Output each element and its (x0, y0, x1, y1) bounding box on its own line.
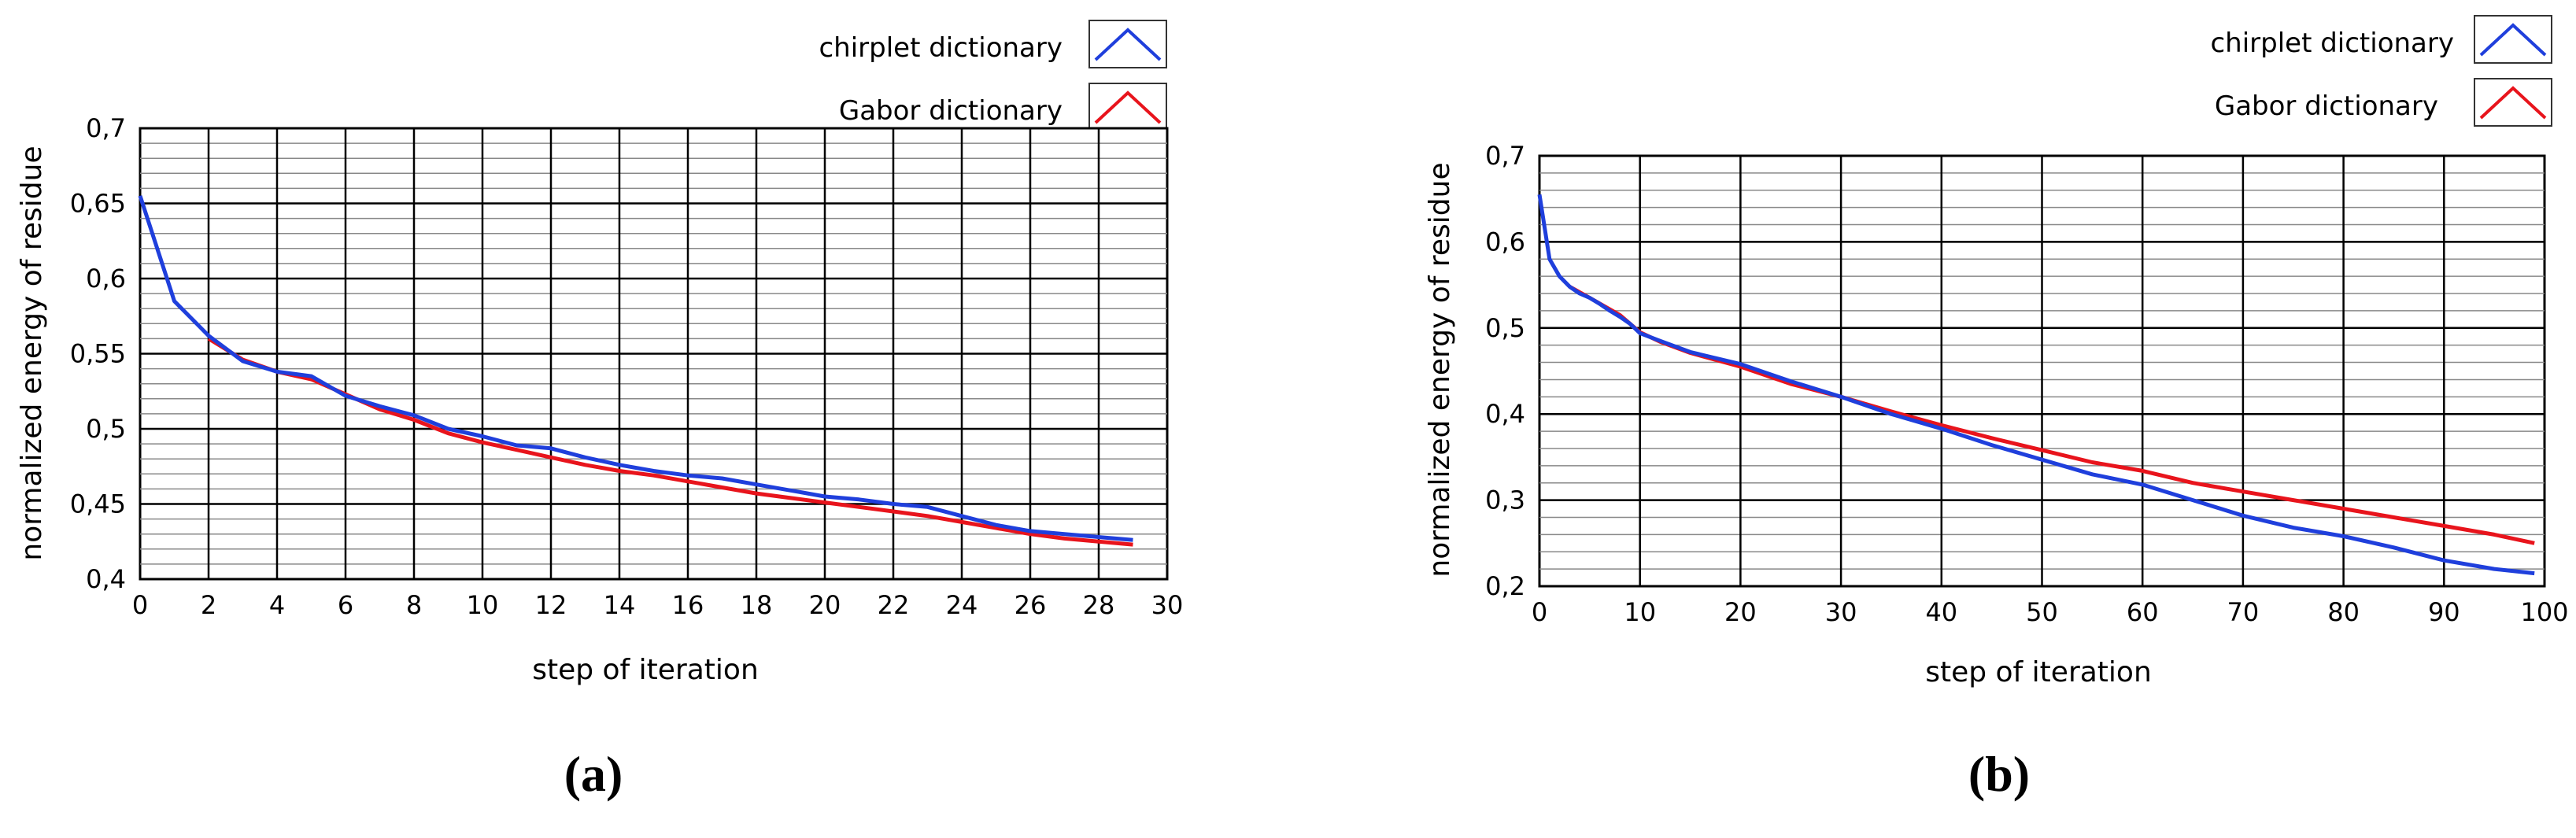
x-tick-labels: 0 10 20 30 40 50 60 70 80 90 100 (1532, 597, 2569, 627)
x-tick-label: 24 (946, 590, 978, 620)
y-tick-label: 0,45 (70, 489, 126, 519)
x-axis-label: step of iteration (1925, 656, 2152, 688)
legend-swatch-gabor (1088, 83, 1167, 131)
x-tick-label: 50 (2026, 597, 2058, 627)
x-tick-label: 22 (878, 590, 910, 620)
y-tick-label: 0,6 (1485, 227, 1525, 257)
y-tick-label: 0,7 (1485, 141, 1525, 171)
legend-label-gabor: Gabor dictionary (2215, 90, 2438, 122)
legend-label-chirplet: chirplet dictionary (819, 32, 1063, 64)
x-tick-label: 90 (2428, 597, 2460, 627)
x-tick-label: 26 (1015, 590, 1047, 620)
series-line-chirplet (1537, 194, 2535, 576)
x-tick-label: 8 (406, 590, 422, 620)
x-tick-label: 20 (809, 590, 841, 620)
legend-entry-gabor: Gabor dictionary (2215, 78, 2552, 127)
x-tick-label: 10 (1624, 597, 1656, 627)
x-tick-label: 12 (535, 590, 567, 620)
y-tick-label: 0,3 (1485, 485, 1525, 515)
y-tick-label: 0,65 (70, 189, 126, 219)
series-group (1537, 194, 2535, 576)
x-tick-label: 16 (672, 590, 704, 620)
x-tick-label: 40 (1925, 597, 1957, 627)
legend-entry-chirplet: chirplet dictionary (819, 20, 1167, 68)
legend: chirplet dictionary Gabor dictionary (2210, 15, 2552, 127)
x-tick-label: 100 (2520, 597, 2568, 627)
panel-label-b: (b) (1968, 746, 2030, 802)
y-tick-label: 0,55 (70, 339, 126, 369)
legend-entry-gabor: Gabor dictionary (839, 83, 1167, 131)
x-tick-label: 80 (2327, 597, 2360, 627)
legend: chirplet dictionary Gabor dictionary (819, 20, 1167, 131)
series-line-chirplet (138, 195, 1133, 542)
x-axis-label: step of iteration (532, 654, 759, 686)
legend-line-gabor (1094, 90, 1162, 124)
chart-panel-b: chirplet dictionary Gabor dictionary 0 10… (1424, 15, 2569, 802)
grid (140, 128, 1167, 579)
y-axis-label: normalized energy of residue (1424, 162, 1456, 577)
legend-label-chirplet: chirplet dictionary (2210, 28, 2454, 59)
x-tick-labels: 0 2 4 6 8 10 12 14 16 18 20 22 24 26 28 30 (132, 590, 1184, 620)
x-tick-label: 20 (1724, 597, 1757, 627)
x-tick-label: 14 (604, 590, 636, 620)
y-axis-label: normalized energy of residue (16, 146, 48, 560)
x-tick-label: 60 (2127, 597, 2159, 627)
grid (1539, 156, 2545, 586)
x-tick-label: 0 (1532, 597, 1547, 627)
y-tick-label: 0,2 (1485, 571, 1525, 601)
y-tick-label: 0,4 (86, 564, 126, 594)
legend-swatch-chirplet (1088, 20, 1167, 68)
x-tick-label: 30 (1151, 590, 1184, 620)
y-tick-labels: 0,4 0,45 0,5 0,55 0,6 0,65 0,7 (70, 113, 126, 594)
x-tick-label: 28 (1083, 590, 1115, 620)
y-tick-label: 0,4 (1485, 399, 1525, 429)
y-tick-label: 0,5 (1485, 313, 1525, 343)
x-tick-label: 18 (741, 590, 773, 620)
legend-entry-chirplet: chirplet dictionary (2210, 15, 2552, 64)
x-tick-label: 70 (2227, 597, 2260, 627)
legend-label-gabor: Gabor dictionary (839, 95, 1063, 127)
x-tick-label: 0 (132, 590, 148, 620)
legend-swatch-gabor (2474, 78, 2552, 127)
y-tick-labels: 0,2 0,3 0,4 0,5 0,6 0,7 (1485, 141, 1525, 601)
legend-line-chirplet (2479, 23, 2547, 57)
x-tick-label: 2 (201, 590, 216, 620)
x-tick-label: 6 (338, 590, 353, 620)
legend-line-gabor (2479, 86, 2547, 120)
x-tick-label: 30 (1825, 597, 1857, 627)
legend-swatch-chirplet (2474, 15, 2552, 64)
y-tick-label: 0,6 (86, 264, 126, 293)
x-tick-label: 4 (269, 590, 285, 620)
x-tick-label: 10 (467, 590, 499, 620)
y-tick-label: 0,7 (86, 113, 126, 143)
panel-label-a: (a) (564, 746, 623, 802)
series-group (138, 195, 1133, 547)
legend-line-chirplet (1094, 28, 1162, 61)
y-tick-label: 0,5 (86, 414, 126, 444)
